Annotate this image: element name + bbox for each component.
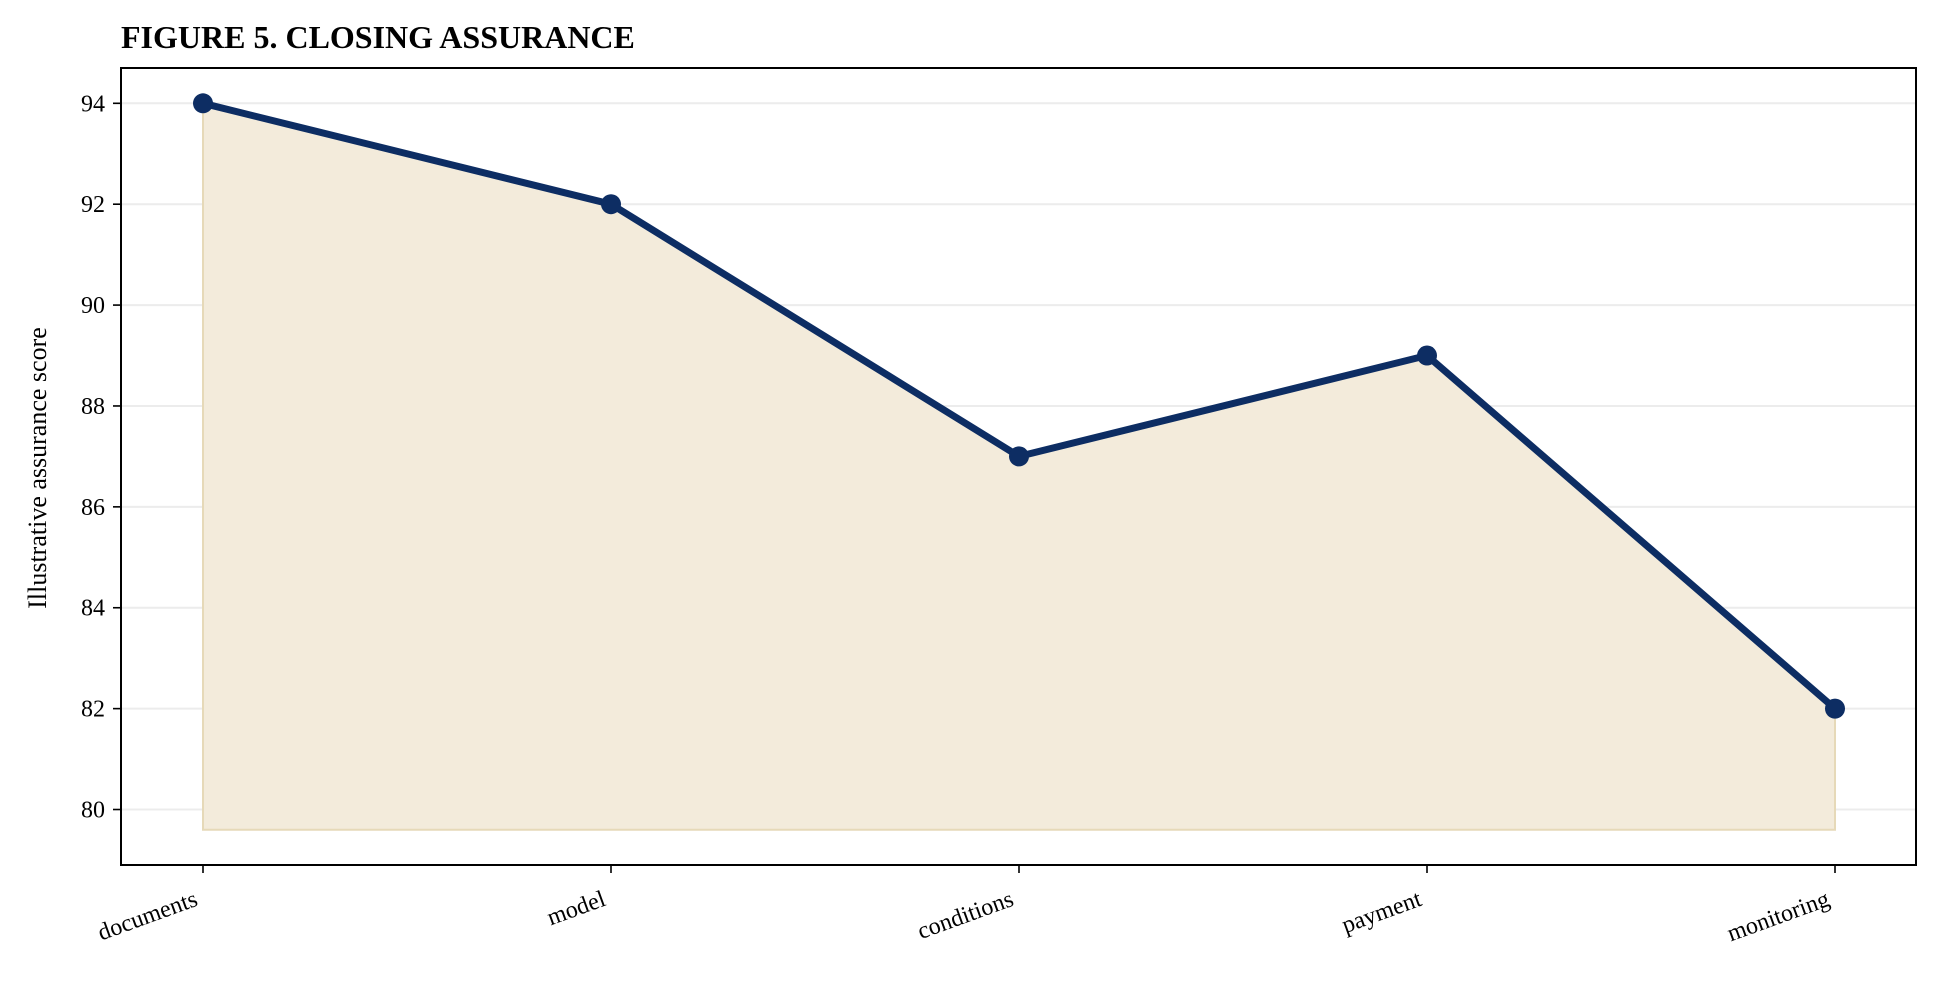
y-tick-label: 84 [81, 596, 105, 622]
x-tick-label: model [544, 886, 610, 931]
y-tick-label: 94 [81, 91, 105, 117]
y-tick-label: 80 [81, 798, 105, 824]
area-layer [202, 102, 1836, 831]
x-tick-label: documents [94, 886, 201, 946]
point-layer [193, 93, 1845, 719]
x-ticks: documents model conditions payment monitorin… [94, 865, 1836, 947]
y-ticks: 80 82 84 86 88 90 92 94 [81, 91, 121, 824]
data-point [1009, 446, 1029, 467]
y-tick-label: 88 [81, 394, 105, 420]
y-tick-label: 82 [81, 697, 105, 723]
x-tick-label: conditions [914, 886, 1017, 945]
data-point [1417, 345, 1437, 366]
y-tick-label: 90 [81, 293, 105, 319]
data-point [1825, 698, 1845, 719]
y-tick-label: 92 [81, 192, 105, 218]
data-point [193, 93, 213, 114]
area-fill [202, 102, 1836, 831]
chart-title: FIGURE 5. CLOSING ASSURANCE [121, 19, 635, 55]
data-point [601, 194, 621, 215]
y-tick-label: 86 [81, 495, 105, 521]
y-axis-label: Illustrative assurance score [23, 327, 52, 609]
x-tick-label: monitoring [1724, 886, 1833, 947]
x-tick-label: payment [1339, 886, 1426, 939]
